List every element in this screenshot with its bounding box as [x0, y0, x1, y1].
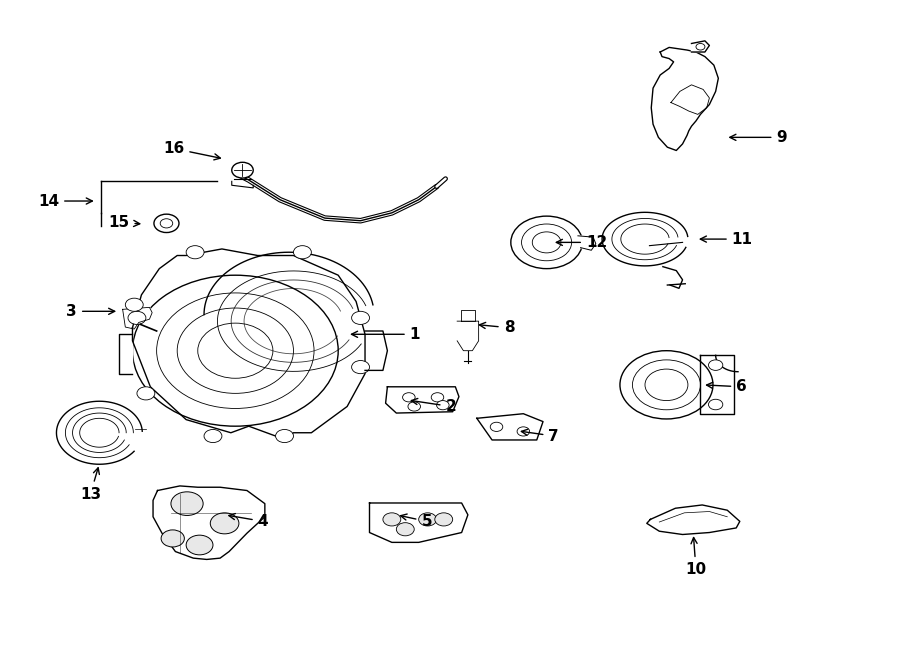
Circle shape	[518, 427, 529, 436]
Circle shape	[204, 430, 222, 443]
Circle shape	[154, 214, 179, 232]
Text: 12: 12	[556, 235, 608, 250]
Circle shape	[232, 162, 253, 178]
Polygon shape	[119, 334, 132, 373]
Text: 14: 14	[38, 193, 93, 209]
Text: 2: 2	[411, 399, 456, 414]
Circle shape	[402, 393, 415, 402]
Text: 9: 9	[730, 130, 788, 145]
Circle shape	[436, 401, 449, 410]
Circle shape	[511, 216, 582, 269]
Circle shape	[396, 523, 414, 536]
Circle shape	[137, 387, 155, 400]
Polygon shape	[652, 48, 718, 150]
Circle shape	[186, 535, 213, 555]
Polygon shape	[153, 486, 265, 559]
Polygon shape	[578, 236, 596, 250]
Polygon shape	[700, 355, 734, 414]
Circle shape	[408, 402, 420, 411]
Polygon shape	[477, 414, 543, 440]
Circle shape	[620, 351, 713, 419]
Text: 5: 5	[400, 514, 432, 529]
Circle shape	[491, 422, 503, 432]
Circle shape	[352, 361, 370, 373]
Polygon shape	[457, 321, 479, 351]
Text: 1: 1	[352, 327, 420, 342]
Circle shape	[352, 311, 370, 324]
Circle shape	[431, 393, 444, 402]
Circle shape	[132, 275, 338, 426]
Polygon shape	[122, 307, 152, 329]
Circle shape	[171, 492, 203, 516]
Polygon shape	[647, 505, 740, 534]
Circle shape	[708, 399, 723, 410]
Circle shape	[160, 218, 173, 228]
Text: 4: 4	[229, 514, 268, 529]
Circle shape	[275, 430, 293, 443]
Text: 8: 8	[480, 320, 514, 335]
Polygon shape	[365, 331, 387, 370]
Circle shape	[125, 298, 143, 311]
Text: 15: 15	[108, 215, 140, 230]
Circle shape	[435, 513, 453, 526]
Text: 16: 16	[163, 141, 220, 160]
Text: 10: 10	[686, 538, 706, 577]
Text: 3: 3	[67, 304, 114, 319]
Circle shape	[211, 513, 239, 534]
Circle shape	[161, 530, 184, 547]
Polygon shape	[385, 387, 459, 413]
Circle shape	[186, 246, 204, 259]
Circle shape	[382, 513, 400, 526]
Polygon shape	[691, 41, 709, 52]
Circle shape	[293, 246, 311, 259]
Circle shape	[128, 311, 146, 324]
Circle shape	[708, 360, 723, 370]
Text: 13: 13	[80, 468, 101, 502]
Text: 7: 7	[521, 428, 559, 444]
Text: 6: 6	[706, 379, 747, 395]
Polygon shape	[132, 249, 365, 440]
Polygon shape	[370, 503, 468, 542]
Circle shape	[418, 513, 436, 526]
Text: 11: 11	[700, 232, 752, 247]
